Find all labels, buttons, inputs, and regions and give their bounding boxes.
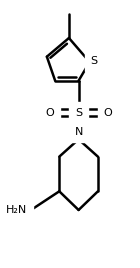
Text: O: O: [45, 108, 54, 118]
Text: S: S: [90, 56, 98, 66]
Text: S: S: [75, 108, 82, 118]
Text: O: O: [103, 108, 112, 118]
Text: H₂N: H₂N: [6, 205, 28, 215]
Text: N: N: [75, 127, 83, 137]
